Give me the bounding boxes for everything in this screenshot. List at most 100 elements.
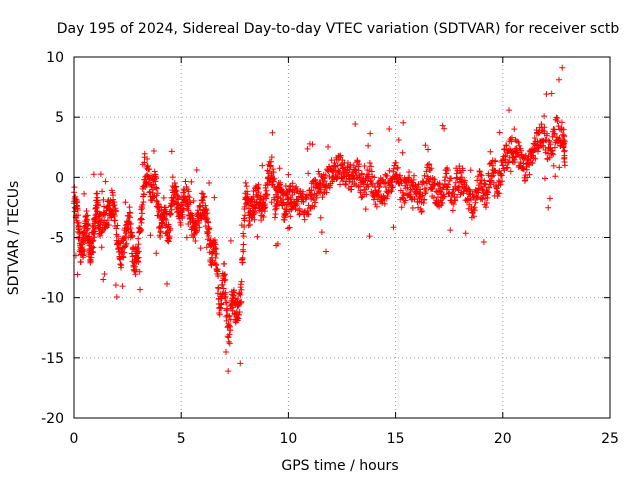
data-point	[186, 194, 193, 201]
data-point	[91, 234, 98, 241]
data-point	[467, 167, 474, 174]
data-point	[481, 180, 488, 187]
data-point	[321, 175, 328, 182]
data-point	[517, 159, 524, 166]
data-point	[408, 186, 415, 193]
data-point	[203, 244, 210, 251]
data-point	[308, 191, 315, 198]
data-point	[232, 295, 239, 302]
data-point	[181, 187, 188, 194]
data-point	[239, 259, 246, 266]
data-point	[484, 194, 491, 201]
data-point	[445, 181, 452, 188]
data-point	[85, 220, 92, 227]
data-point	[177, 221, 184, 228]
data-point	[361, 163, 368, 170]
data-point	[336, 153, 343, 160]
data-point	[375, 187, 382, 194]
data-point	[216, 311, 223, 318]
data-point	[322, 172, 329, 179]
data-point	[417, 189, 424, 196]
data-point	[222, 289, 229, 296]
data-point	[120, 254, 127, 261]
data-point	[423, 187, 430, 194]
data-point	[101, 270, 108, 277]
data-point	[487, 148, 494, 155]
data-point	[452, 179, 459, 186]
data-point	[204, 218, 211, 225]
data-point	[462, 230, 469, 237]
data-point	[362, 206, 369, 213]
data-point	[257, 193, 264, 200]
data-point	[190, 197, 197, 204]
data-point	[471, 207, 478, 214]
data-point	[294, 200, 301, 207]
data-point	[238, 286, 245, 293]
data-point	[484, 188, 491, 195]
data-point	[407, 193, 414, 200]
data-point	[126, 204, 133, 211]
data-point	[222, 276, 229, 283]
data-point	[498, 172, 505, 179]
data-point	[421, 196, 428, 203]
data-point	[492, 158, 499, 165]
data-point	[236, 309, 243, 316]
data-point	[518, 151, 525, 158]
data-point	[306, 192, 313, 199]
data-point	[173, 187, 180, 194]
data-point	[337, 152, 344, 159]
data-point	[227, 316, 234, 323]
data-point	[476, 185, 483, 192]
data-point	[465, 195, 472, 202]
data-point	[386, 126, 393, 133]
data-point	[556, 134, 563, 141]
data-point	[555, 123, 562, 130]
data-point	[79, 246, 86, 253]
data-point	[368, 168, 375, 175]
data-point	[196, 224, 203, 231]
data-point	[241, 217, 248, 224]
data-point	[479, 196, 486, 203]
data-point	[561, 147, 568, 154]
data-point	[422, 142, 429, 149]
data-point	[325, 143, 332, 150]
data-point	[277, 179, 284, 186]
data-point	[227, 237, 234, 244]
data-point	[169, 174, 176, 181]
data-point	[226, 322, 233, 329]
data-point	[522, 152, 529, 159]
data-point	[173, 200, 180, 207]
data-point	[127, 210, 134, 217]
data-point	[458, 174, 465, 181]
data-point	[238, 298, 245, 305]
data-point	[347, 164, 354, 171]
data-point	[221, 277, 228, 284]
data-point	[198, 215, 205, 222]
y-tick-label: -10	[41, 291, 64, 307]
data-point	[102, 178, 109, 185]
y-tick-label: 10	[46, 50, 64, 66]
data-point	[153, 250, 160, 257]
data-point	[523, 166, 530, 173]
data-point	[443, 170, 450, 177]
data-point	[526, 171, 533, 178]
data-point	[97, 171, 104, 178]
data-point	[242, 179, 249, 186]
data-point	[357, 189, 364, 196]
data-point	[75, 212, 82, 219]
data-point	[550, 162, 557, 169]
data-point	[236, 290, 243, 297]
data-point	[221, 272, 228, 279]
data-point	[398, 180, 405, 187]
data-point	[352, 166, 359, 173]
data-point	[251, 216, 258, 223]
data-point	[269, 129, 276, 136]
data-point	[213, 245, 220, 252]
data-point	[118, 262, 125, 269]
data-point	[188, 178, 195, 185]
data-point	[240, 230, 247, 237]
data-point	[213, 250, 220, 257]
data-point	[299, 188, 306, 195]
data-point	[153, 197, 160, 204]
data-point	[513, 138, 520, 145]
